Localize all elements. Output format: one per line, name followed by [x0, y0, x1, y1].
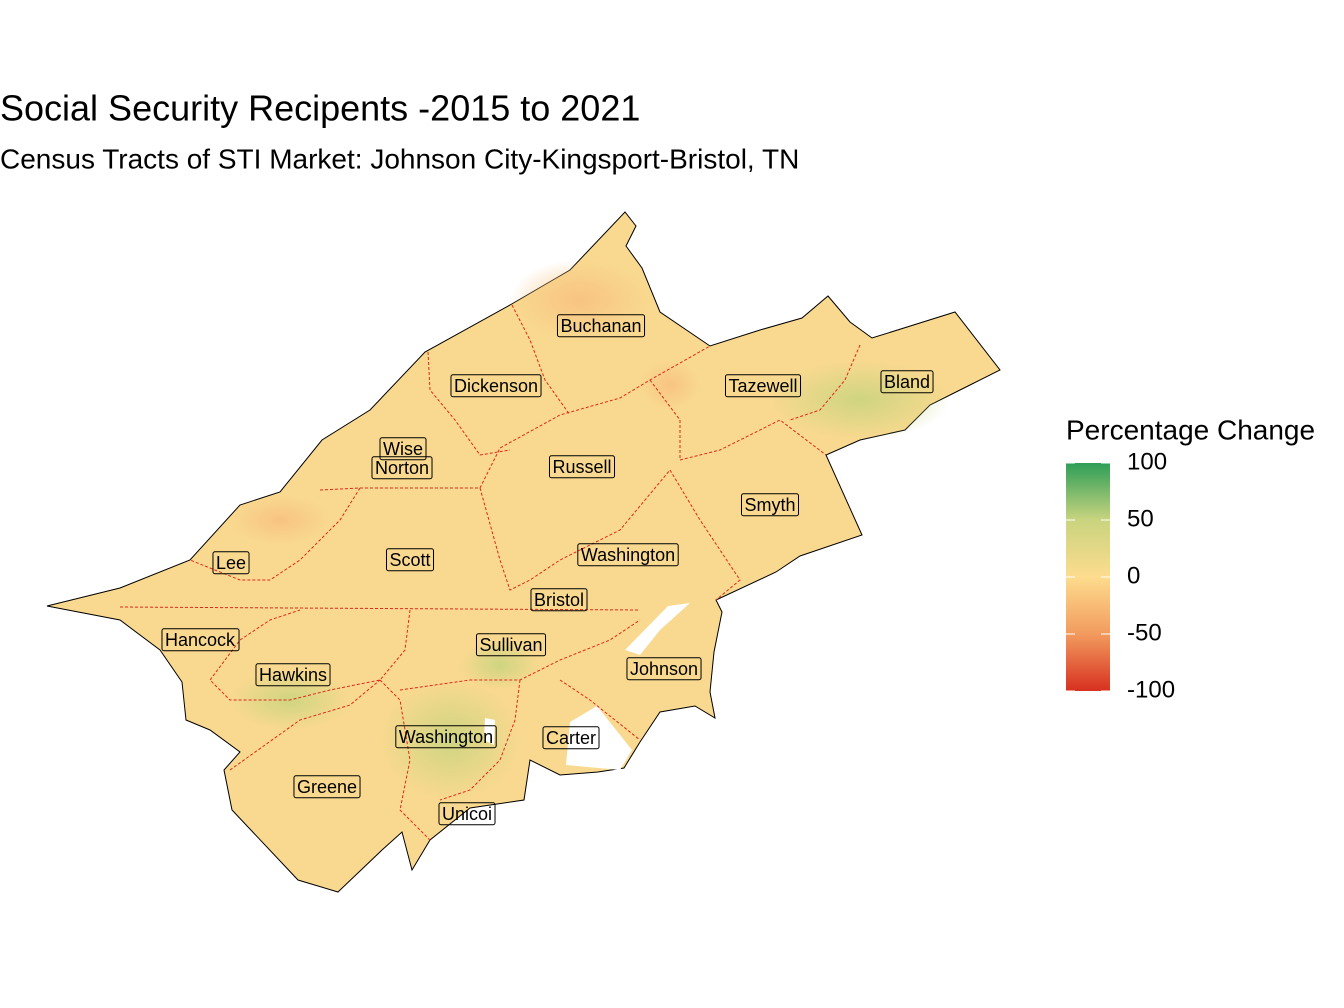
label-box — [438, 802, 496, 826]
label-box — [740, 493, 800, 517]
label-box — [880, 370, 934, 394]
legend-title: Percentage Change — [1066, 414, 1315, 445]
label-box — [626, 657, 702, 681]
county-label: Dickenson — [454, 376, 538, 396]
county-label: Unicoi — [442, 804, 492, 824]
label-box — [212, 551, 250, 575]
tick-label: -100 — [1127, 676, 1175, 703]
label-box — [371, 456, 433, 480]
label-box — [577, 543, 679, 567]
region — [46, 211, 1001, 893]
county-label: Lee — [216, 553, 246, 573]
tick-label: -50 — [1127, 619, 1162, 646]
county-label: Bland — [884, 372, 930, 392]
title: Social Security Recipents -2015 to 2021 — [0, 88, 640, 129]
label-box — [548, 455, 616, 479]
county-label: Buchanan — [560, 316, 641, 336]
county-label: Scott — [389, 550, 430, 570]
county-label: Greene — [297, 777, 357, 797]
county-label: Carter — [546, 728, 596, 748]
county-label: Sullivan — [479, 635, 542, 655]
label-box — [556, 314, 646, 338]
county-label: Washington — [399, 727, 493, 747]
county-label: Hancock — [165, 630, 236, 650]
label-box — [379, 437, 427, 461]
county-label: Washington — [581, 545, 675, 565]
label-box — [161, 628, 240, 652]
county-label: Hawkins — [259, 665, 327, 685]
label-box — [530, 588, 588, 612]
tick-label: 50 — [1127, 505, 1154, 532]
county-label: Johnson — [630, 659, 698, 679]
tick-label: 100 — [1127, 448, 1167, 475]
label-box — [255, 663, 331, 687]
county-label: Tazewell — [728, 376, 797, 396]
county-label: Wise — [383, 439, 423, 459]
label-box — [475, 633, 547, 657]
label-box — [385, 548, 435, 572]
county-label: Russell — [552, 457, 611, 477]
subtitle: Census Tracts of STI Market: Johnson Cit… — [0, 143, 799, 174]
label-box — [450, 374, 542, 398]
label-box — [395, 725, 497, 749]
label-box — [293, 775, 361, 799]
label-box — [724, 374, 802, 398]
tick-label: 0 — [1127, 562, 1140, 589]
county-label: Smyth — [744, 495, 795, 515]
label-box — [542, 726, 600, 750]
county-label: Norton — [375, 458, 429, 478]
county-label: Bristol — [534, 590, 584, 610]
